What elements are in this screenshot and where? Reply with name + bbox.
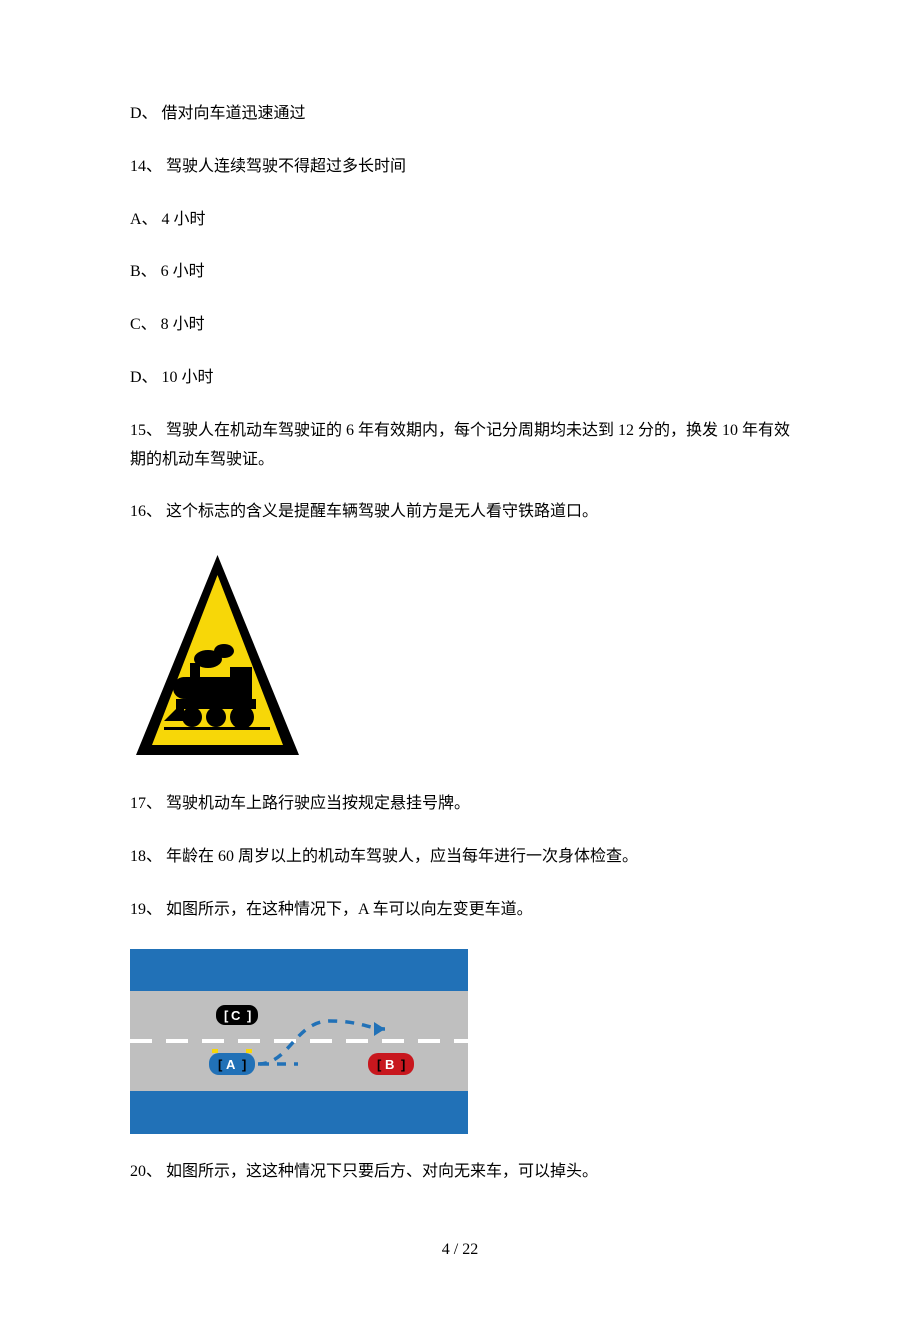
q18-stem-text: 18、 年龄在 60 周岁以上的机动车驾驶人，应当每年进行一次身体检查。 [130,848,638,865]
page-current: 4 [442,1241,450,1258]
q14-optc-text: C、 8 小时 [130,316,205,333]
q15-stem-text: 15、 驾驶人在机动车驾驶证的 6 年有效期内，每个记分周期均未达到 12 分的… [130,422,790,468]
svg-text:]: ] [242,1057,246,1072]
svg-text:[: [ [218,1057,223,1072]
q16-stem-text: 16、 这个标志的含义是提醒车辆驾驶人前方是无人看守铁路道口。 [130,503,598,520]
q14-option-b: B、 6 小时 [130,258,790,287]
q14-optb-text: B、 6 小时 [130,263,205,280]
page-total: 22 [462,1241,478,1258]
q14-option-c: C、 8 小时 [130,311,790,340]
svg-text:]: ] [247,1008,251,1023]
q14-opta-text: A、 4 小时 [130,211,206,228]
svg-text:[: [ [377,1057,382,1072]
q16-warning-sign [130,551,305,766]
q15-stem: 15、 驾驶人在机动车驾驶证的 6 年有效期内，每个记分周期均未达到 12 分的… [130,417,790,475]
q19-lane-diagram: [ C ] [ A ] [ B ] [130,949,468,1134]
page-number: 4 / 22 [130,1236,790,1265]
svg-text:C: C [231,1008,241,1023]
page-sep: / [450,1241,462,1258]
svg-text:B: B [385,1057,394,1072]
q17-stem-text: 17、 驾驶机动车上路行驶应当按规定悬挂号牌。 [130,795,470,812]
q14-option-a: A、 4 小时 [130,206,790,235]
q13-option-d: D、 借对向车道迅速通过 [130,100,790,129]
q14-stem: 14、 驾驶人连续驾驶不得超过多长时间 [130,153,790,182]
q13-optd-text: D、 借对向车道迅速通过 [130,105,306,122]
q19-stem: 19、 如图所示，在这种情况下，A 车可以向左变更车道。 [130,896,790,925]
lane-change-diagram-icon: [ C ] [ A ] [ B ] [130,949,468,1134]
q16-stem: 16、 这个标志的含义是提醒车辆驾驶人前方是无人看守铁路道口。 [130,498,790,527]
q19-stem-text: 19、 如图所示，在这种情况下，A 车可以向左变更车道。 [130,901,533,918]
q17-stem: 17、 驾驶机动车上路行驶应当按规定悬挂号牌。 [130,790,790,819]
svg-text:]: ] [401,1057,405,1072]
q20-stem-text: 20、 如图所示，这这种情况下只要后方、对向无来车，可以掉头。 [130,1163,598,1180]
q18-stem: 18、 年龄在 60 周岁以上的机动车驾驶人，应当每年进行一次身体检查。 [130,843,790,872]
railroad-warning-sign-icon [130,551,305,766]
q14-stem-text: 14、 驾驶人连续驾驶不得超过多长时间 [130,158,406,175]
svg-text:[: [ [224,1008,229,1023]
q14-option-d: D、 10 小时 [130,364,790,393]
q20-stem: 20、 如图所示，这这种情况下只要后方、对向无来车，可以掉头。 [130,1158,790,1187]
svg-text:A: A [226,1057,236,1072]
q14-optd-text: D、 10 小时 [130,369,214,386]
